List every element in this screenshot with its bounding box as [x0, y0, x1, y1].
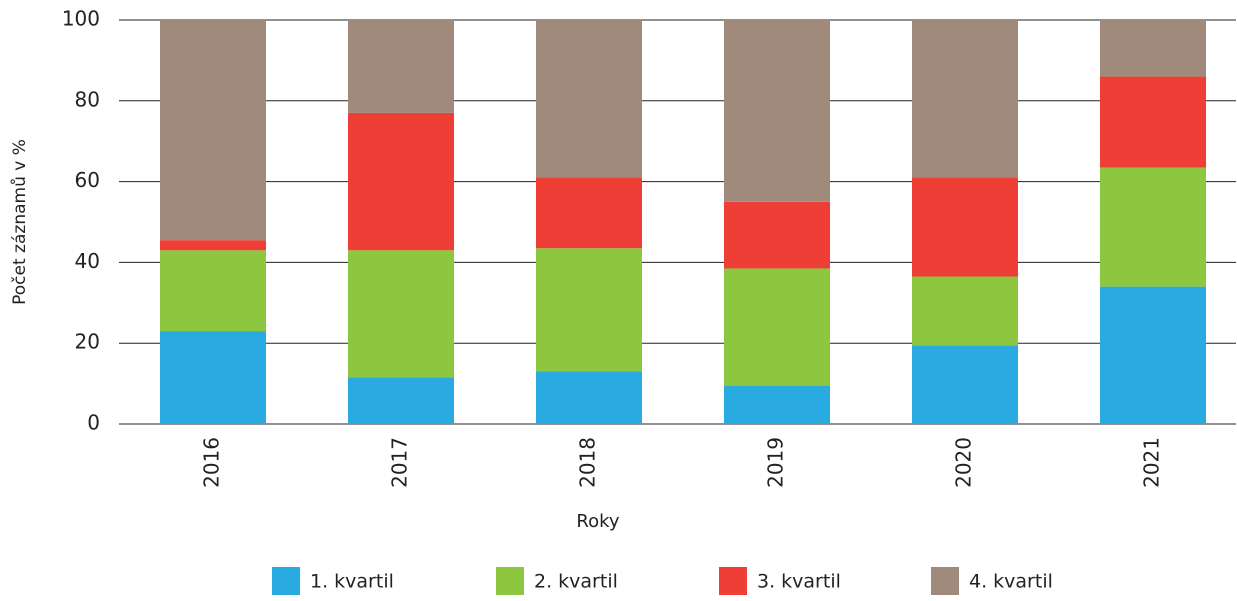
bar-segment — [724, 20, 830, 202]
bar-segment — [912, 177, 1018, 277]
x-tick-label: 2020 — [952, 437, 976, 488]
legend-label: 4. kvartil — [969, 571, 1053, 593]
bar-segment — [1100, 76, 1206, 168]
bar-segment — [1100, 20, 1206, 77]
bar-segment — [724, 268, 830, 386]
bar-segment — [160, 331, 266, 424]
y-tick-label: 0 — [87, 411, 100, 435]
x-tick-label: 2021 — [1140, 437, 1164, 488]
bar-segment — [348, 20, 454, 113]
legend-swatch — [272, 567, 300, 595]
x-tick-label: 2017 — [388, 437, 412, 488]
y-tick-label: 80 — [75, 87, 100, 111]
legend-label: 2. kvartil — [534, 571, 618, 593]
y-tick-label: 40 — [75, 249, 100, 273]
bar-segment — [348, 250, 454, 378]
y-tick-label: 60 — [75, 168, 100, 192]
bar-segment — [536, 248, 642, 372]
bar-segment — [724, 201, 830, 269]
legend-label: 1. kvartil — [310, 571, 394, 593]
bar-segment — [1100, 286, 1206, 424]
bar-segment — [348, 377, 454, 424]
bar-segment — [536, 371, 642, 424]
bar-segment — [536, 20, 642, 178]
bar-segment — [912, 276, 1018, 346]
bar-segment — [724, 385, 830, 424]
x-tick-label: 2016 — [200, 437, 224, 488]
bar-segment — [160, 250, 266, 332]
legend-label: 3. kvartil — [757, 571, 841, 593]
y-tick-label: 100 — [62, 7, 100, 31]
legend-swatch — [931, 567, 959, 595]
bar-segment — [912, 20, 1018, 178]
bar-segment — [536, 177, 642, 249]
bar-segment — [1100, 167, 1206, 287]
y-tick-label: 20 — [75, 330, 100, 354]
bar-segment — [160, 240, 266, 251]
bar-segment — [912, 345, 1018, 424]
bar-segment — [160, 20, 266, 241]
legend-swatch — [719, 567, 747, 595]
y-axis-label: Počet záznamů v % — [10, 139, 30, 305]
legend-swatch — [496, 567, 524, 595]
x-tick-label: 2019 — [764, 437, 788, 488]
bar-segment — [348, 112, 454, 251]
x-axis-label: Roky — [576, 511, 619, 532]
x-tick-label: 2018 — [576, 437, 600, 488]
